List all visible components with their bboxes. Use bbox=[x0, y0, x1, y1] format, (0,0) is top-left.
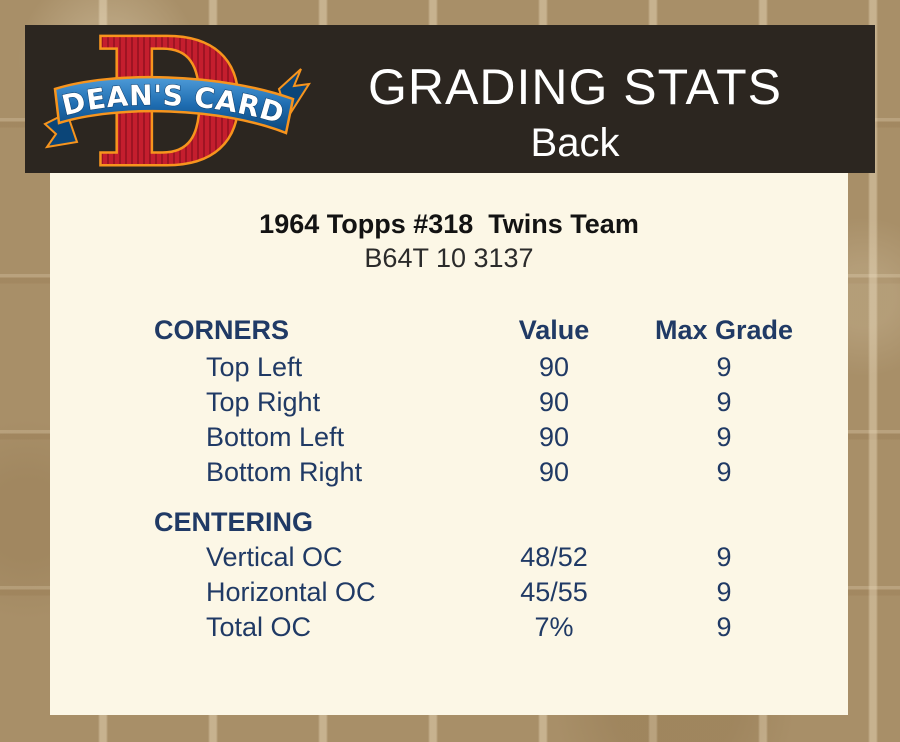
table-header-row: CORNERS Value Max Grade bbox=[154, 313, 848, 348]
section-header-corners: CORNERS bbox=[154, 315, 290, 345]
header-banner: D DEAN'S CARDS GRADING STATS Back bbox=[25, 0, 875, 209]
card-side-label: Back bbox=[530, 121, 620, 165]
row-value: 90 bbox=[538, 352, 570, 382]
table-row: Bottom Left 90 9 bbox=[154, 420, 848, 455]
card-title: 1964 Topps #318 Twins Team bbox=[259, 209, 639, 239]
table-row: Bottom Right 90 9 bbox=[154, 455, 848, 490]
row-value: 90 bbox=[538, 387, 570, 417]
row-label: Horizontal OC bbox=[206, 577, 376, 607]
header-titles: GRADING STATS Back bbox=[275, 25, 875, 173]
row-label: Vertical OC bbox=[206, 542, 343, 572]
grading-stats-table: CORNERS Value Max Grade Top Left 90 9 To… bbox=[50, 313, 848, 645]
row-label: Bottom Right bbox=[206, 457, 363, 487]
section-header-centering: CENTERING bbox=[154, 507, 314, 537]
table-row: Top Right 90 9 bbox=[154, 385, 848, 420]
row-value: 90 bbox=[538, 457, 570, 487]
table-row: Top Left 90 9 bbox=[154, 350, 848, 385]
table-section-row: CENTERING bbox=[154, 505, 848, 540]
row-value: 45/55 bbox=[520, 577, 588, 607]
row-label: Top Right bbox=[206, 387, 321, 417]
row-max-grade: 9 bbox=[716, 577, 732, 607]
row-value: 48/52 bbox=[520, 542, 588, 572]
table-row: Horizontal OC 45/55 9 bbox=[154, 575, 848, 610]
deans-cards-logo: D DEAN'S CARDS bbox=[30, 0, 311, 209]
row-max-grade: 9 bbox=[716, 542, 732, 572]
row-value: 7% bbox=[534, 612, 574, 642]
column-header-max-grade: Max Grade bbox=[654, 315, 794, 345]
row-max-grade: 9 bbox=[716, 457, 732, 487]
table-row: Vertical OC 48/52 9 bbox=[154, 540, 848, 575]
row-max-grade: 9 bbox=[716, 387, 732, 417]
row-max-grade: 9 bbox=[716, 422, 732, 452]
row-label: Total OC bbox=[206, 612, 312, 642]
table-row: Total OC 7% 9 bbox=[154, 610, 848, 645]
row-label: Top Left bbox=[206, 352, 303, 382]
page-title: GRADING STATS bbox=[368, 59, 782, 115]
row-label: Bottom Left bbox=[206, 422, 345, 452]
content-panel: 1964 Topps #318 Twins Team B64T 10 3137 … bbox=[50, 173, 848, 715]
column-header-value: Value bbox=[518, 315, 590, 345]
row-value: 90 bbox=[538, 422, 570, 452]
row-max-grade: 9 bbox=[716, 352, 732, 382]
card-serial-number: B64T 10 3137 bbox=[364, 243, 534, 273]
row-max-grade: 9 bbox=[716, 612, 732, 642]
